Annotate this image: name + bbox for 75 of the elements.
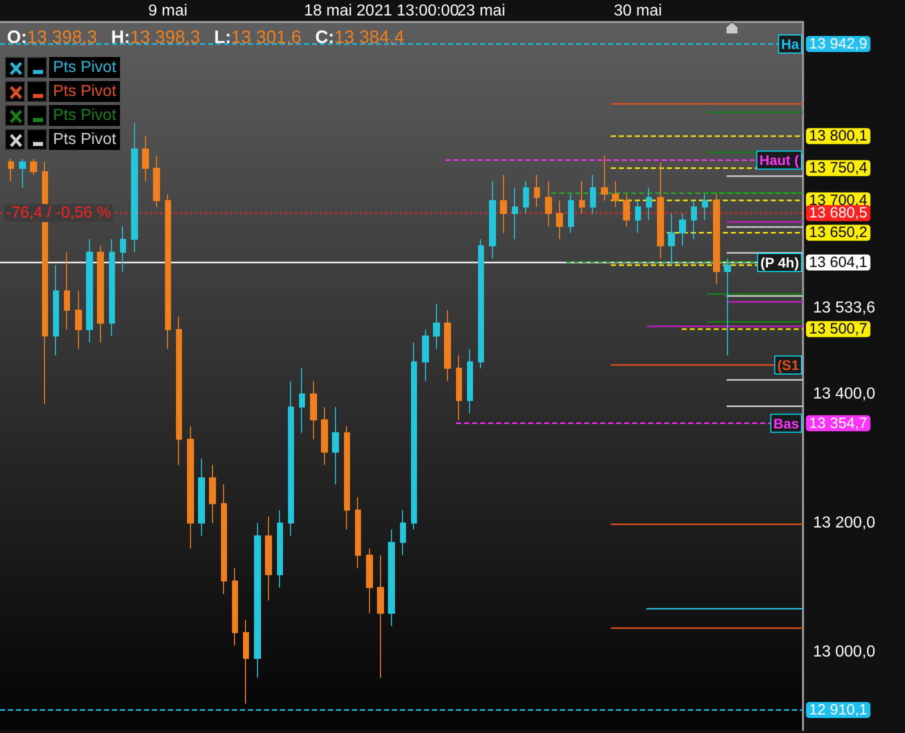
candlestick: [433, 303, 440, 350]
candlestick: [288, 380, 294, 536]
candlestick: [8, 158, 14, 182]
annotation: (S1: [777, 357, 800, 374]
candlestick: [456, 354, 462, 420]
candlestick: [489, 180, 496, 260]
candlestick: [86, 238, 93, 343]
candlestick: [579, 180, 585, 214]
annotation: (P 4h): [760, 254, 799, 270]
candlestick: [646, 187, 652, 220]
candlestick: [668, 213, 675, 266]
candlestick: [53, 264, 59, 356]
data-label: 13 604,1: [809, 254, 868, 271]
candlestick: [198, 458, 205, 536]
legend-label: Pts Pivot: [49, 129, 120, 150]
annotation: H:13 398,3: [111, 27, 200, 47]
candlestick: [109, 238, 115, 337]
candlestick: [232, 568, 238, 646]
x-tick-label: 9 mai: [148, 2, 188, 20]
candlestick: [64, 252, 70, 330]
data-label: 13 500,7: [809, 320, 868, 338]
data-label: 13 750,4: [809, 160, 868, 177]
y-tick-label: 13 400,0: [813, 386, 876, 403]
candlestick: [724, 258, 731, 356]
annotation: Ha: [781, 36, 800, 52]
annotation: L:13 301,6: [214, 27, 302, 47]
candlestick: [478, 238, 484, 369]
candlestick: [467, 348, 473, 414]
candlestick: [422, 329, 429, 382]
candlestick: [400, 510, 406, 556]
candlestick: [388, 528, 395, 627]
candlestick: [332, 406, 339, 485]
annotation: Haut (: [759, 152, 800, 168]
candlestick: [568, 194, 574, 234]
candlestick: [254, 522, 261, 678]
candlestick: [165, 194, 171, 350]
y-tick-label: 13 200,0: [813, 514, 876, 532]
data-label: 13 354,7: [809, 414, 868, 432]
candlestick: [534, 174, 540, 208]
legend-label: Pts Pivot: [49, 105, 120, 126]
candlestick: [221, 484, 227, 594]
candlestick: [590, 174, 596, 214]
candlestick: [355, 496, 361, 569]
candlestick: [19, 158, 26, 188]
candlestick: [635, 200, 641, 234]
annotation: -76,4 / -0,56 %: [6, 204, 111, 222]
candlestick: [243, 619, 249, 704]
annotation: O:13 398,3: [7, 27, 98, 47]
candlestick: [30, 158, 37, 176]
candlestick: [411, 342, 417, 530]
annotation: Bas: [773, 415, 800, 432]
legend-label: Pts Pivot: [49, 81, 120, 102]
candlestick: [176, 316, 182, 466]
candlestick: [344, 426, 350, 530]
data-label: 13 800,1: [809, 128, 868, 145]
data-label: 13 680,5: [809, 204, 868, 222]
annotation: C:13 384,4: [315, 27, 404, 47]
legend-label: Pts Pivot: [49, 57, 120, 78]
data-label: 13 650,2: [809, 224, 868, 242]
candlestick: [299, 368, 305, 434]
candlestick: [702, 194, 708, 220]
x-tick-label: 30 mai: [614, 2, 662, 20]
candlestick: [131, 122, 138, 253]
x-tick-label: 23 mai: [457, 2, 506, 20]
data-label: 13 942,9: [809, 35, 868, 52]
candlestick: [691, 200, 697, 240]
candlestick: [277, 510, 283, 588]
x-tick-label: 18 mai 2021 13:00:00: [304, 2, 459, 20]
y-tick-label: 13 533,6: [813, 299, 876, 316]
y-tick-label: 13 000,0: [813, 643, 876, 660]
candlestick: [523, 180, 529, 214]
data-label: 12 910,1: [809, 701, 868, 718]
candlestick: [120, 226, 126, 272]
candlestick: [679, 213, 686, 246]
candlestick: [512, 187, 518, 240]
